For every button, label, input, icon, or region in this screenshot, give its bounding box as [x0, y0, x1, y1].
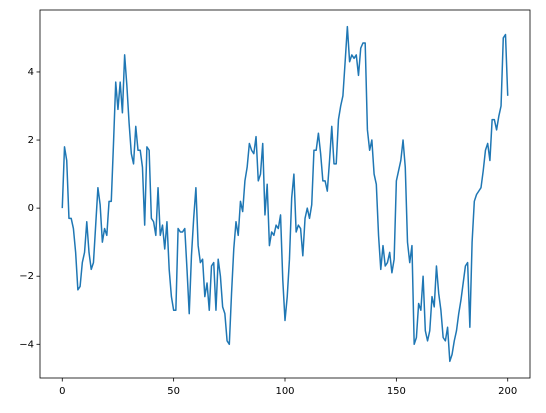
y-tick-label: 2	[28, 135, 34, 146]
y-tick-label: −4	[19, 339, 34, 350]
y-tick-label: 4	[28, 67, 34, 78]
x-tick-label: 100	[275, 386, 294, 397]
x-tick-label: 0	[59, 386, 65, 397]
y-tick-label: 0	[28, 203, 34, 214]
x-tick-label: 150	[387, 386, 406, 397]
data-line	[61, 25, 509, 363]
x-tick-label: 50	[167, 386, 180, 397]
y-tick-label: −2	[19, 271, 34, 282]
x-tick-label: 200	[498, 386, 517, 397]
axes-frame	[39, 9, 531, 379]
